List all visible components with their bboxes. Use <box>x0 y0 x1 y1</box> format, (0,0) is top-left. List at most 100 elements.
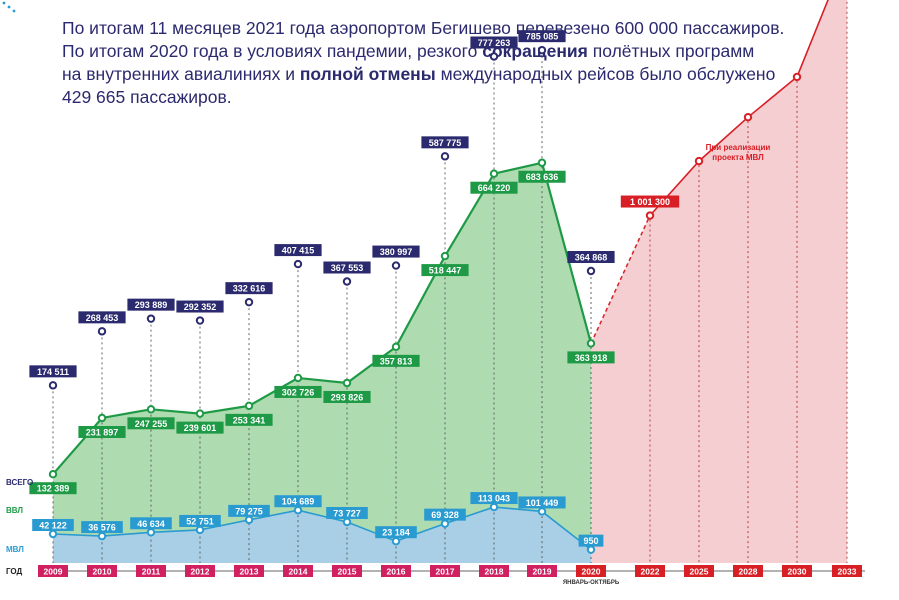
headline-emphasis-cancellation: полной отмены <box>299 64 436 84</box>
domestic-label-2020: 363 918 <box>575 353 608 363</box>
year-badge-2022-bg <box>635 565 665 577</box>
year-badge-2019: 2019 <box>533 567 552 577</box>
total-marker-2013 <box>244 297 254 307</box>
year-badge-2028: 2028 <box>739 567 758 577</box>
domestic-marker-2009 <box>48 470 58 479</box>
total-label-2018: 777 263 <box>478 38 511 48</box>
headline-line-3: на внутренних авиалиниях и полной отмены… <box>62 64 776 84</box>
international-line <box>52 506 592 551</box>
year-badge-2011: 2011 <box>142 567 161 577</box>
total-marker-2010 <box>97 327 107 336</box>
international-label-2009-bg <box>32 518 74 531</box>
total-marker-2012 <box>195 316 205 325</box>
year-badge-2009: 2009 <box>44 567 63 577</box>
international-label-2016: 23 184 <box>382 528 410 538</box>
year-badge-2014-bg <box>283 565 313 577</box>
international-label-2016-bg <box>375 526 417 539</box>
chart-areas <box>53 0 847 563</box>
domestic-marker-2015 <box>342 378 352 388</box>
domestic-marker-2013 <box>244 401 254 411</box>
domestic-label-2017-bg <box>421 264 469 277</box>
domestic-label-2012: 239 601 <box>184 423 217 433</box>
year-badge-2016: 2016 <box>387 567 406 577</box>
total-label-2014: 407 415 <box>282 246 315 256</box>
row-label-year: ГОД <box>6 567 23 576</box>
total-label-2009-bg <box>29 365 77 378</box>
total-label-2016-bg <box>372 245 420 258</box>
international-marker-2017 <box>440 519 450 528</box>
international-marker-2019 <box>537 507 547 516</box>
international-label-2020-bg <box>578 534 604 547</box>
international-label-2011: 46 634 <box>137 519 165 529</box>
international-label-2013: 79 275 <box>235 506 263 516</box>
total-marker-2011 <box>146 314 156 323</box>
domestic-label-2010-bg <box>78 425 126 438</box>
year-2020-sublabel: ЯНВАРЬ-ОКТЯБРЬ <box>563 580 620 586</box>
total-label-2011: 293 889 <box>135 300 168 310</box>
forecast-label-2022-bg <box>620 195 680 208</box>
domestic-marker-2014 <box>293 373 303 383</box>
domestic-marker-2016 <box>391 342 401 352</box>
year-badge-2012-bg <box>185 565 215 577</box>
year-badge-2025: 2025 <box>690 567 709 577</box>
domestic-area <box>53 162 591 563</box>
domestic-label-2009-bg <box>29 482 77 495</box>
total-label-2018-bg <box>470 36 518 49</box>
forecast-marker-2030 <box>792 72 802 82</box>
total-marker-2017 <box>440 152 450 161</box>
chart-row-labels: ВСЕГО ВВЛ МВЛ ГОД <box>6 478 33 576</box>
international-label-2010-bg <box>81 521 123 534</box>
year-badge-2009-bg <box>38 565 68 577</box>
chart-data-labels: 174 511 132 389 42 122 268 453 231 897 36 576… <box>29 30 771 547</box>
domestic-label-2014-bg <box>274 385 322 398</box>
total-label-2015-bg <box>323 261 371 274</box>
total-label-2013-bg <box>225 282 273 295</box>
international-marker-2009 <box>48 529 58 539</box>
total-label-2015: 367 553 <box>331 263 364 273</box>
total-marker-2018 <box>489 52 499 61</box>
year-badge-2019-bg <box>527 565 557 577</box>
total-marker-2015 <box>342 277 352 286</box>
international-label-2020: 950 <box>583 536 598 546</box>
international-label-2015-bg <box>326 506 368 519</box>
forecast-title-line-1: При реализации <box>706 143 771 152</box>
total-label-2017: 587 775 <box>429 138 462 148</box>
domestic-label-2018-bg <box>470 181 518 194</box>
row-label-total: ВСЕГО <box>6 478 33 487</box>
international-label-2014-bg <box>274 495 322 508</box>
total-label-2009: 174 511 <box>37 367 69 377</box>
year-badge-2022: 2022 <box>641 567 660 577</box>
headline-line-1: По итогам 11 месяцев 2021 года аэропорто… <box>62 18 785 38</box>
domestic-label-2015-bg <box>323 390 371 403</box>
domestic-label-2016: 357 813 <box>380 356 413 366</box>
total-marker-2014 <box>293 259 303 269</box>
total-label-2011-bg <box>127 298 175 311</box>
row-label-domestic: ВВЛ <box>6 506 23 515</box>
year-badge-2025-bg <box>684 565 714 577</box>
international-label-2011-bg <box>130 517 172 530</box>
total-marker-2016 <box>391 261 401 270</box>
total-label-2012-bg <box>176 300 224 313</box>
total-marker-2019 <box>537 45 547 55</box>
domestic-marker-2010 <box>97 413 107 423</box>
international-marker-2011 <box>146 528 156 537</box>
international-label-2017: 69 328 <box>431 510 459 520</box>
international-marker-2016 <box>391 536 401 546</box>
total-label-2020-bg <box>567 251 615 264</box>
international-label-2012: 52 751 <box>186 516 214 526</box>
total-label-2016: 380 997 <box>380 247 413 257</box>
year-badge-2011-bg <box>136 565 166 577</box>
total-label-2013: 332 616 <box>233 284 266 294</box>
row-label-international: МВЛ <box>6 545 24 554</box>
international-label-2015: 73 727 <box>333 508 361 518</box>
total-label-2010: 268 453 <box>86 313 119 323</box>
year-badge-2015-bg <box>332 565 362 577</box>
domestic-marker-2019 <box>537 158 547 167</box>
year-badge-2030-bg <box>782 565 812 577</box>
domestic-label-2013: 253 341 <box>233 415 266 425</box>
international-label-2018: 113 043 <box>478 494 510 504</box>
forecast-area <box>591 0 847 563</box>
year-badge-2010: 2010 <box>93 567 112 577</box>
year-badge-2015: 2015 <box>338 567 357 577</box>
international-label-2012-bg <box>179 514 221 527</box>
